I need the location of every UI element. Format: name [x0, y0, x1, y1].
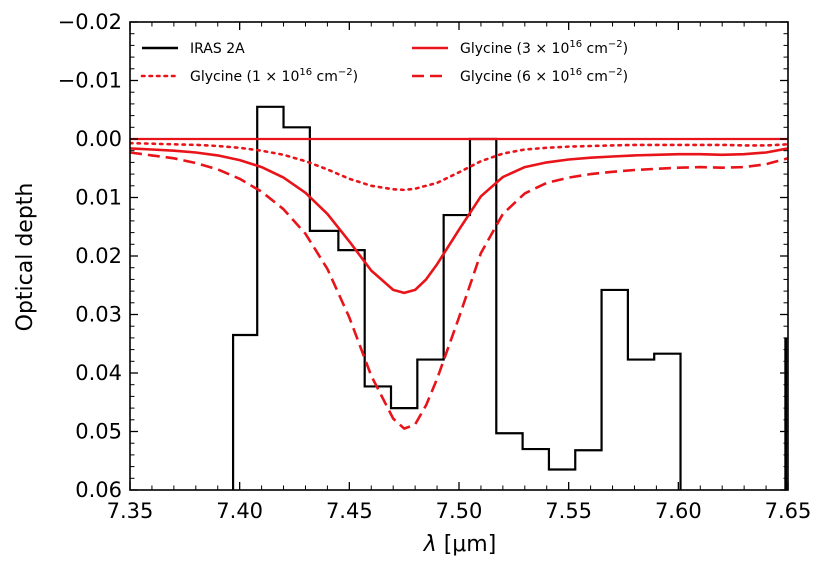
y-tick-label: −0.02 — [58, 10, 122, 34]
legend-entry: Glycine (1 × 1016 cm−2) — [140, 67, 358, 85]
series-glycine-solid — [130, 147, 788, 295]
legend-label: IRAS 2A — [190, 41, 245, 57]
x-tick-label: 7.55 — [545, 499, 592, 523]
legend-entry: IRAS 2A — [142, 41, 245, 57]
y-tick-label: 0.02 — [75, 244, 122, 268]
y-tick-label: −0.01 — [58, 69, 122, 93]
legend-label: Glycine (6 × 1016 cm−2) — [460, 67, 628, 85]
series-glycine-dashed — [130, 151, 788, 430]
series-layer — [130, 105, 788, 490]
legend: IRAS 2A Glycine (1 × 1016 cm−2) Glycine (3… — [140, 39, 628, 85]
legend-label: Glycine (1 × 1016 cm−2) — [190, 67, 358, 85]
x-tick-label: 7.50 — [436, 499, 483, 523]
x-tick-label: 7.45 — [326, 499, 373, 523]
x-tick-label: 7.60 — [655, 499, 702, 523]
y-tick-label: 0.01 — [75, 186, 122, 210]
x-tick-label: 7.65 — [765, 499, 812, 523]
legend-entry: Glycine (3 × 1016 cm−2) — [412, 39, 628, 57]
x-axis-unit: [μm] — [437, 532, 497, 557]
x-axis-title: λ [μm] — [423, 532, 497, 557]
y-tick-label: 0.06 — [75, 478, 122, 502]
series-glycine-dotted — [130, 141, 788, 192]
legend-entry: Glycine (6 × 1016 cm−2) — [412, 67, 628, 85]
x-tick-labels: 7.35 7.40 7.45 7.50 7.55 7.60 7.65 — [107, 499, 812, 523]
y-tick-label: 0.04 — [75, 361, 122, 385]
y-tick-label: 0.03 — [75, 303, 122, 327]
y-tick-label: 0.00 — [75, 127, 122, 151]
y-axis-title: Optical depth — [13, 183, 38, 332]
y-tick-label: 0.05 — [75, 420, 122, 444]
series-iras-2a-step — [231, 105, 682, 490]
x-tick-label: 7.40 — [216, 499, 263, 523]
x-tick-label: 7.35 — [107, 499, 154, 523]
x-axis-symbol: λ — [423, 532, 437, 557]
legend-label: Glycine (3 × 1016 cm−2) — [460, 39, 628, 57]
plot-frame — [129, 21, 789, 491]
y-tick-labels: −0.02 −0.01 0.00 0.01 0.02 0.03 0.04 0.05 0.06 — [58, 10, 122, 502]
ticks-layer — [129, 21, 789, 491]
